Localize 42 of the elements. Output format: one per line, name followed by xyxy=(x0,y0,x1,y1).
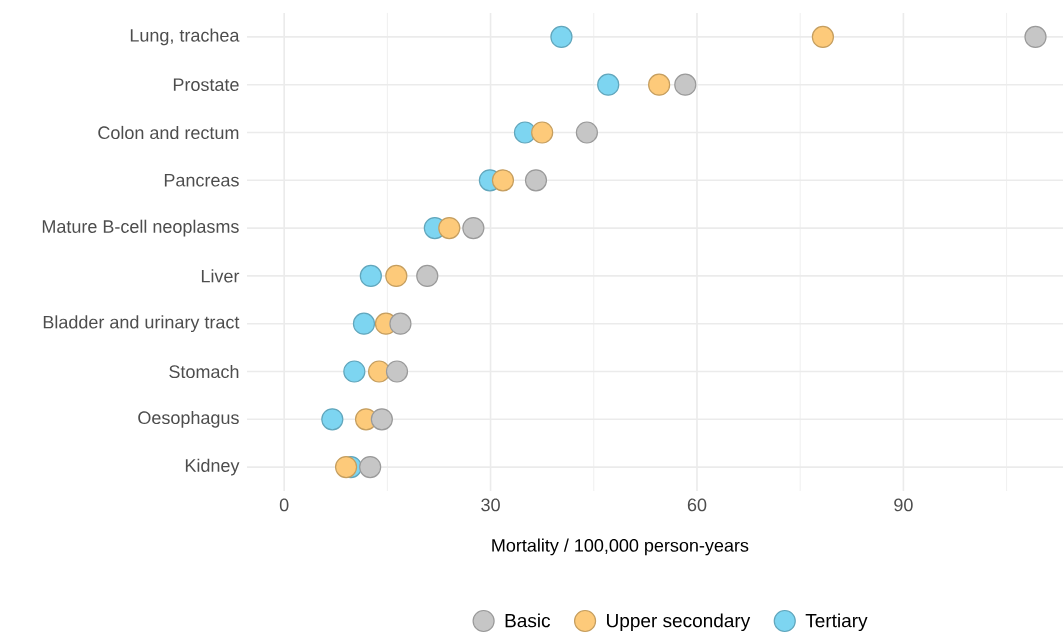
x-axis-title: Mortality / 100,000 person-years xyxy=(492,538,749,556)
legend-label: Tertiary xyxy=(805,613,868,632)
point xyxy=(674,73,697,96)
point xyxy=(550,25,573,48)
point xyxy=(368,360,391,383)
point xyxy=(597,73,620,96)
point xyxy=(416,264,439,287)
point xyxy=(811,25,834,48)
point xyxy=(370,408,393,431)
point xyxy=(531,121,554,144)
point xyxy=(575,121,598,144)
legend-label: Basic xyxy=(505,613,551,628)
point xyxy=(1024,25,1047,48)
point xyxy=(648,73,671,96)
y-tick-label: Pancreas xyxy=(164,174,239,187)
point xyxy=(462,217,485,240)
y-tick-label: Liver xyxy=(201,269,240,283)
y-tick-label: Kidney xyxy=(185,458,240,476)
point xyxy=(352,312,376,335)
point xyxy=(334,456,358,479)
x-tick-label: 60 xyxy=(687,498,707,512)
y-tick-label: Prostate xyxy=(173,78,239,91)
y-tick-label: Oesophagus xyxy=(138,410,239,428)
y-tick-label: Colon and rectum xyxy=(98,125,239,140)
x-tick-label: 0 xyxy=(279,498,289,512)
x-tick-label: 90 xyxy=(894,498,913,512)
point xyxy=(491,169,515,192)
point xyxy=(385,264,408,287)
point xyxy=(438,217,461,240)
y-tick-label: Stomach xyxy=(169,364,239,379)
legend-label: Upper secondary xyxy=(607,613,751,632)
point xyxy=(343,360,366,383)
x-tick-label: 30 xyxy=(481,498,500,512)
point xyxy=(321,408,344,431)
point xyxy=(359,264,382,287)
point xyxy=(385,360,409,383)
point xyxy=(524,169,548,192)
y-tick-label: Lung, trachea xyxy=(130,28,240,46)
y-tick-label: Bladder and urinary tract xyxy=(43,315,240,333)
point xyxy=(359,456,382,479)
y-tick-label: Mature B-cell neoplasms xyxy=(42,219,239,237)
point xyxy=(389,312,412,335)
